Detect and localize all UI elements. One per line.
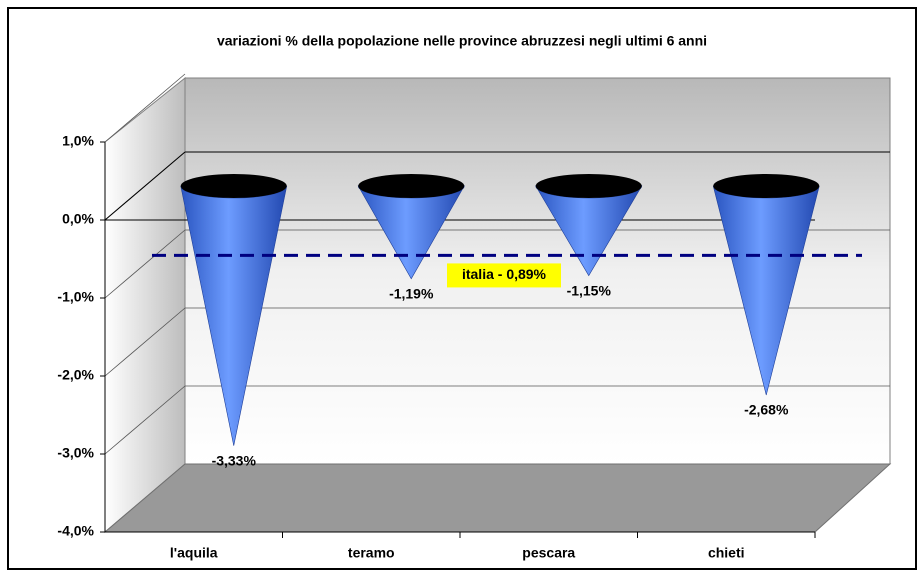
reference-label: italia - 0,89% [462, 266, 547, 282]
y-tick-label: -1,0% [57, 289, 94, 305]
y-tick-label: -3,0% [57, 445, 94, 461]
grid-line [104, 73, 186, 143]
reference-label-box [447, 263, 561, 288]
y-tick-label: 0,0% [62, 211, 94, 227]
cone-top [180, 174, 287, 198]
y-tick-label: -4,0% [57, 523, 94, 539]
data-label: -1,19% [389, 286, 434, 302]
floor [103, 463, 892, 533]
data-label: -2,68% [744, 402, 789, 418]
side-wall [104, 76, 186, 534]
zero-line-depth [104, 151, 186, 221]
chart-title: variazioni % della popolazione nelle pro… [217, 33, 707, 49]
data-label: -1,15% [567, 282, 612, 298]
x-tick-label: teramo [348, 545, 395, 561]
x-tick-label: chieti [708, 545, 745, 561]
y-tick-label: -2,0% [57, 367, 94, 383]
grid-line [104, 307, 186, 377]
y-tick-label: 1,0% [62, 133, 94, 149]
grid-line [104, 385, 186, 455]
cone-top [535, 174, 642, 198]
data-label: -3,33% [212, 452, 257, 468]
cone-top [713, 174, 820, 198]
cone-top [358, 174, 465, 198]
x-tick-label: l'aquila [170, 545, 218, 561]
grid-line [104, 229, 186, 299]
x-tick-label: pescara [522, 545, 575, 561]
